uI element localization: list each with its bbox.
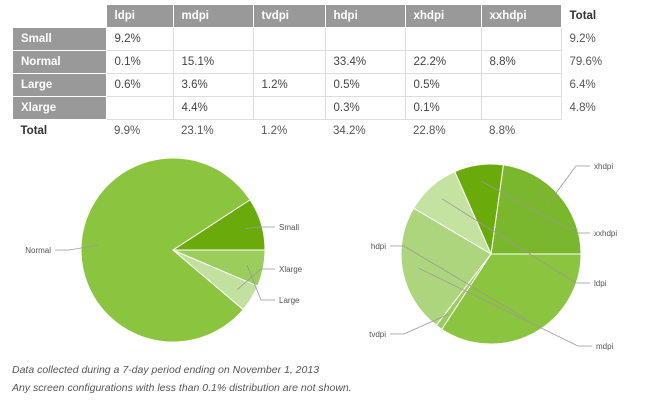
footnote-collection-period: Data collected during a 7-day period end… bbox=[12, 364, 320, 376]
column-total: 8.8% bbox=[481, 119, 561, 142]
table-row: Small 9.2% 9.2% bbox=[12, 27, 630, 51]
column-total: 1.2% bbox=[253, 119, 325, 142]
column-header: tvdpi bbox=[252, 4, 326, 28]
pie-slice-mdpi bbox=[400, 207, 492, 327]
table-cell bbox=[324, 27, 406, 51]
table-corner bbox=[12, 4, 106, 28]
leader-line-xxhdpi bbox=[480, 180, 590, 234]
pie-slice-xhdpi bbox=[490, 164, 582, 255]
pie-label-small: Small bbox=[279, 223, 299, 232]
table-header-row: ldpi mdpi tvdpi hdpi xhdpi xxhdpi Total bbox=[12, 4, 630, 28]
table-cell: 3.6% bbox=[172, 73, 254, 97]
pie-label-xlarge: Xlarge bbox=[279, 265, 303, 274]
leader-line-mdpi bbox=[418, 267, 592, 347]
table-cell: 0.1% bbox=[404, 96, 482, 120]
table-cell bbox=[252, 27, 326, 51]
table-cell: 8.8% bbox=[480, 50, 562, 74]
table-cell: 0.3% bbox=[324, 96, 406, 120]
column-header: xhdpi bbox=[404, 4, 482, 28]
pie-charts: Small Normal Xlarge Large xhdpi xxhdpi ldpi mdp… bbox=[25, 157, 617, 351]
column-total: 22.8% bbox=[405, 119, 481, 142]
table-cell: 33.4% bbox=[324, 50, 406, 74]
table-cell bbox=[172, 27, 254, 51]
leader-line-normal bbox=[55, 244, 98, 251]
pie-label-hdpi: hdpi bbox=[371, 242, 386, 251]
leader-line-large bbox=[246, 264, 275, 301]
column-total: 23.1% bbox=[173, 119, 253, 142]
column-total: 9.9% bbox=[106, 119, 173, 142]
table-cell: 22.2% bbox=[404, 50, 482, 74]
row-total: 79.6% bbox=[561, 50, 630, 74]
pie-label-ldpi: ldpi bbox=[594, 279, 607, 288]
pie-label-tvdpi: tvdpi bbox=[369, 330, 386, 339]
leader-line-xhdpi bbox=[546, 165, 590, 206]
table-cell: 0.1% bbox=[105, 50, 174, 74]
pie-label-normal: Normal bbox=[25, 246, 51, 255]
leader-line-hdpi bbox=[390, 245, 527, 320]
pie-label-xxhdpi: xxhdpi bbox=[594, 229, 617, 238]
column-header: xxhdpi bbox=[480, 4, 562, 28]
total-row-header: Total bbox=[12, 119, 106, 142]
pie-slice-normal bbox=[80, 157, 251, 343]
table-cell: 9.2% bbox=[105, 27, 174, 51]
table-cell bbox=[105, 96, 174, 120]
table-cell bbox=[480, 27, 562, 51]
table-cell bbox=[252, 96, 326, 120]
row-total: 9.2% bbox=[561, 27, 630, 51]
row-header: Small bbox=[12, 27, 107, 51]
total-column-header: Total bbox=[561, 4, 630, 28]
table-cell: 4.4% bbox=[172, 96, 254, 120]
table-cell bbox=[480, 73, 562, 97]
pie-slice-large bbox=[172, 249, 266, 287]
footnote-threshold: Any screen configurations with less than… bbox=[12, 382, 352, 394]
table-cell bbox=[252, 50, 326, 74]
pie-label-mdpi: mdpi bbox=[596, 342, 614, 351]
column-header: ldpi bbox=[105, 4, 174, 28]
row-header: Normal bbox=[12, 50, 107, 74]
table-cell: 0.6% bbox=[105, 73, 174, 97]
row-header: Xlarge bbox=[12, 96, 107, 120]
leader-line-ldpi bbox=[441, 198, 590, 284]
table-total-row: Total 9.9% 23.1% 1.2% 34.2% 22.8% 8.8% bbox=[12, 119, 630, 142]
table-row: Large 0.6% 3.6% 1.2% 0.5% 0.5% 6.4% bbox=[12, 73, 630, 97]
pie-slice-hdpi bbox=[441, 253, 582, 345]
leader-line-small bbox=[245, 226, 275, 229]
column-total: 34.2% bbox=[325, 119, 405, 142]
column-header: mdpi bbox=[172, 4, 254, 28]
table-cell bbox=[480, 96, 562, 120]
table-cell bbox=[404, 27, 482, 51]
pie-label-xhdpi: xhdpi bbox=[594, 162, 613, 171]
leader-line-tvdpi bbox=[390, 313, 449, 335]
row-header: Large bbox=[12, 73, 107, 97]
table-row: Normal 0.1% 15.1% 33.4% 22.2% 8.8% 79.6% bbox=[12, 50, 630, 74]
leader-line-xlarge bbox=[236, 268, 275, 290]
table-cell: 1.2% bbox=[252, 73, 326, 97]
row-total: 6.4% bbox=[561, 73, 630, 97]
table-cell: 15.1% bbox=[172, 50, 254, 74]
column-header: hdpi bbox=[324, 4, 406, 28]
row-total: 4.8% bbox=[561, 96, 630, 120]
table-cell: 0.5% bbox=[404, 73, 482, 97]
table-row: Xlarge 4.4% 0.3% 0.1% 4.8% bbox=[12, 96, 630, 120]
pie-label-large: Large bbox=[279, 296, 300, 305]
table-cell: 0.5% bbox=[324, 73, 406, 97]
distribution-table: ldpi mdpi tvdpi hdpi xhdpi xxhdpi Total … bbox=[12, 4, 631, 142]
